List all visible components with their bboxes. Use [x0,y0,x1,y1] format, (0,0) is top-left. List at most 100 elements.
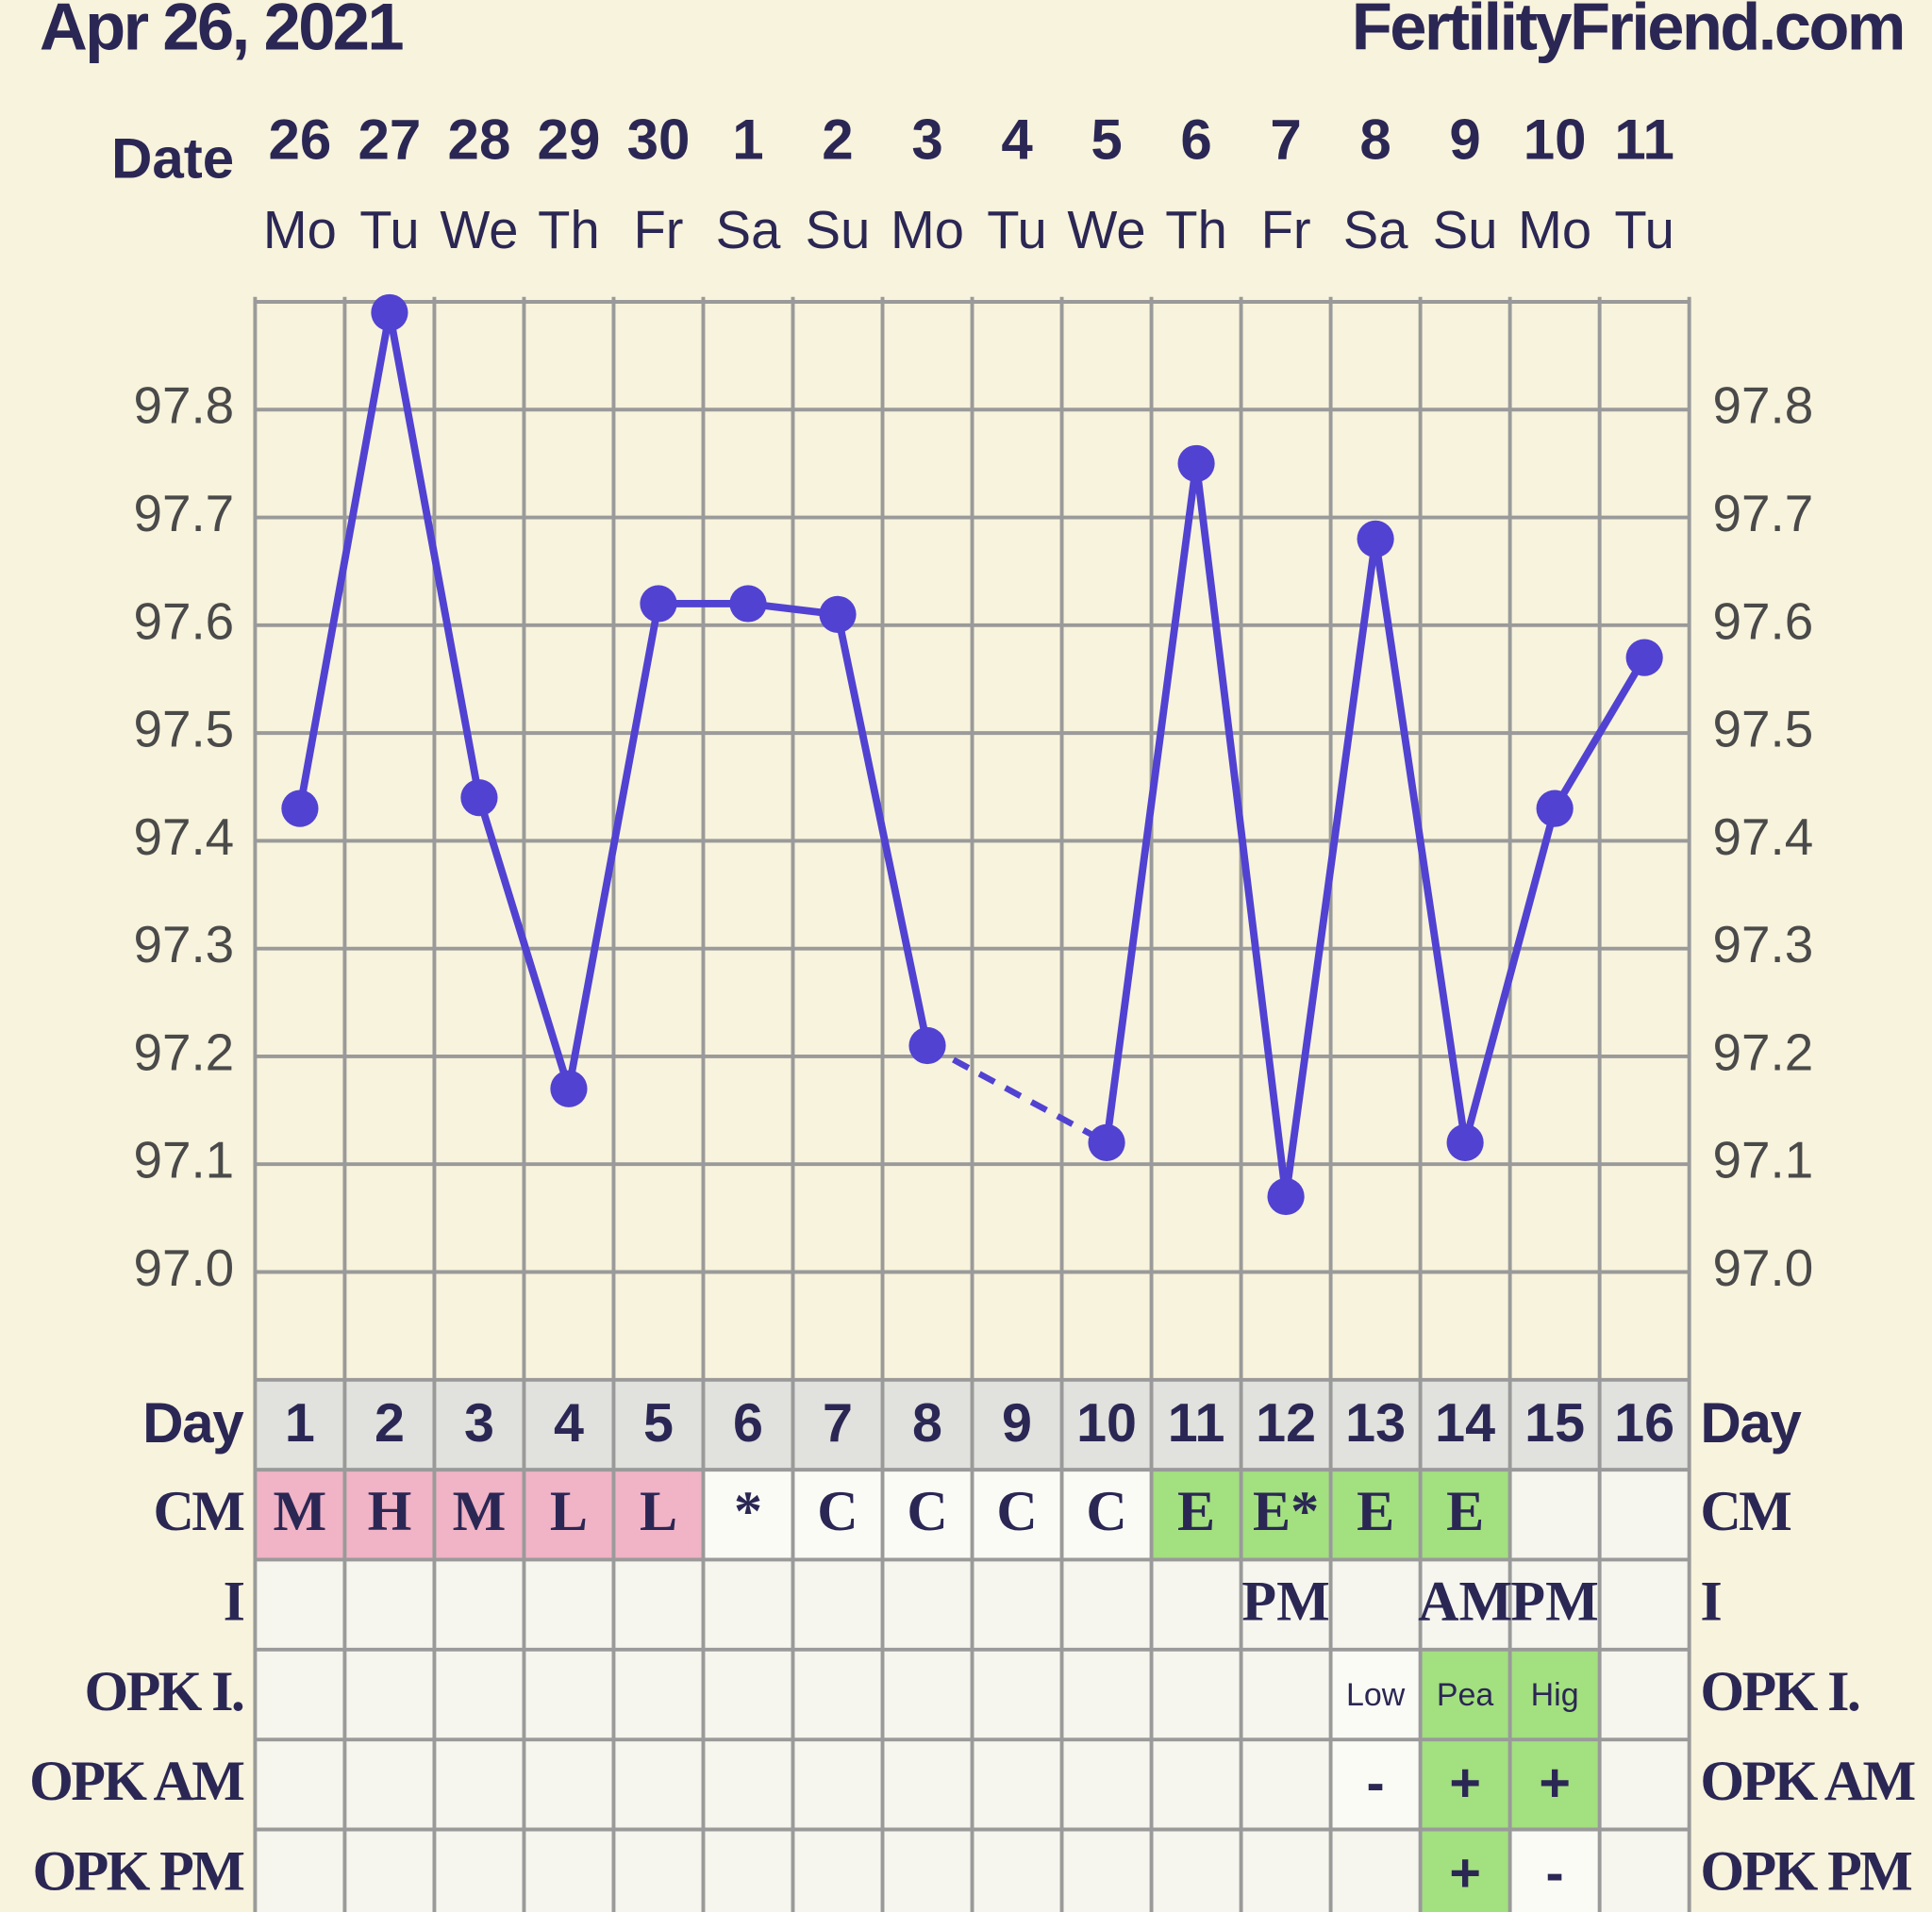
weekday-label: Tu [987,200,1046,259]
y-tick-label: 97.7 [1712,484,1813,542]
table-cell [1599,1470,1690,1560]
date-label: 3 [911,108,942,172]
table-cell [1061,1739,1152,1830]
table-cell [613,1470,704,1560]
row-label: I [1700,1570,1721,1633]
row-label: OPK AM [29,1749,243,1812]
table-cell [1241,1559,1331,1650]
table-cell [1330,1649,1421,1740]
date-label: 29 [538,108,601,172]
table-cell [972,1739,1062,1830]
table-cell [434,1829,525,1912]
cell-text: Hig [1531,1677,1579,1713]
table-cell [613,1649,704,1740]
table-cell [1061,1379,1152,1471]
cell-text: C [996,1479,1037,1542]
table-cell [344,1829,435,1912]
table-cell [1599,1379,1690,1471]
table-cell [1061,1829,1152,1912]
temperature-point [1625,639,1663,676]
table-cell [613,1559,704,1650]
row-label: Day [142,1391,244,1455]
cell-text: 10 [1076,1393,1137,1454]
cell-text: 9 [1002,1393,1032,1454]
temperature-point [1088,1123,1125,1161]
table-cell [255,1739,345,1830]
table-cell [613,1829,704,1912]
y-tick-label: 97.6 [133,591,234,650]
table-cell [972,1379,1062,1471]
y-tick-label: 97.3 [1712,915,1813,973]
cell-text: PM [1510,1570,1598,1633]
grid [253,296,1691,1912]
table-cell [703,1829,793,1912]
table-cell [434,1559,525,1650]
weekday-label: Th [538,200,600,259]
date-label: 27 [358,108,422,172]
table-cell [1420,1739,1510,1830]
cell-text: 16 [1614,1393,1674,1454]
weekday-label: Th [1165,200,1227,259]
weekday-label: Su [1433,200,1498,259]
cell-text: * [734,1479,762,1542]
y-tick-label: 97.1 [133,1131,234,1189]
cell-text: 5 [643,1393,674,1454]
table-cell [1509,1559,1600,1650]
cell-text: L [550,1479,588,1542]
table-cell [1509,1649,1600,1740]
gap-connector [925,1042,1108,1146]
weekday-label: Mo [1518,200,1591,259]
temperature-point [819,595,857,633]
weekday-label: Tu [359,200,419,259]
cell-text: E [1446,1479,1484,1542]
table-cell [792,1829,883,1912]
cell-text: 15 [1524,1393,1585,1454]
cell-text: E [1177,1479,1215,1542]
table-cell [1151,1649,1241,1740]
cell-text: 7 [823,1393,853,1454]
table-cell [882,1649,973,1740]
date-label: 7 [1270,108,1301,172]
date-label: 10 [1524,108,1587,172]
table-cell [1509,1739,1600,1830]
weekday-label: We [1067,200,1145,259]
table-cell [703,1739,793,1830]
weekday-label: Su [806,200,871,259]
temperature-point [1357,520,1394,557]
date-label: 6 [1180,108,1211,172]
weekday-label: Sa [1343,200,1408,259]
table-cell [1151,1829,1241,1912]
y-tick-label: 97.5 [133,700,234,758]
y-tick-label: 97.5 [1712,700,1813,758]
y-tick-label: 97.0 [133,1239,234,1297]
table-cell [524,1649,614,1740]
table-cell [1330,1829,1421,1912]
table-cell [524,1379,614,1471]
table-cell [792,1739,883,1830]
date-label: 30 [627,108,691,172]
row-label: OPK AM [1700,1749,1914,1812]
table-cell [1241,1379,1331,1471]
table-cell [1509,1470,1600,1560]
table-cell [524,1829,614,1912]
cell-text: C [817,1479,858,1542]
date-label: 2 [822,108,853,172]
table-cell [882,1379,973,1471]
table-cell [703,1559,793,1650]
table-cell [1241,1649,1331,1740]
cell-text: + [1449,1754,1481,1814]
cell-text: + [1539,1754,1571,1814]
y-tick-label: 97.2 [1712,1023,1813,1081]
table-cell [255,1379,345,1471]
table-cell [972,1649,1062,1740]
cell-text: 4 [554,1393,584,1454]
table-cell [1330,1559,1421,1650]
table-cell [344,1470,435,1560]
cell-text: 13 [1345,1393,1406,1454]
table-cell [1420,1379,1510,1471]
y-tick-label: 97.3 [133,915,234,973]
table-cell [1330,1379,1421,1471]
table-cell [882,1559,973,1650]
table-cell [1241,1739,1331,1830]
temperature-point [550,1070,588,1107]
